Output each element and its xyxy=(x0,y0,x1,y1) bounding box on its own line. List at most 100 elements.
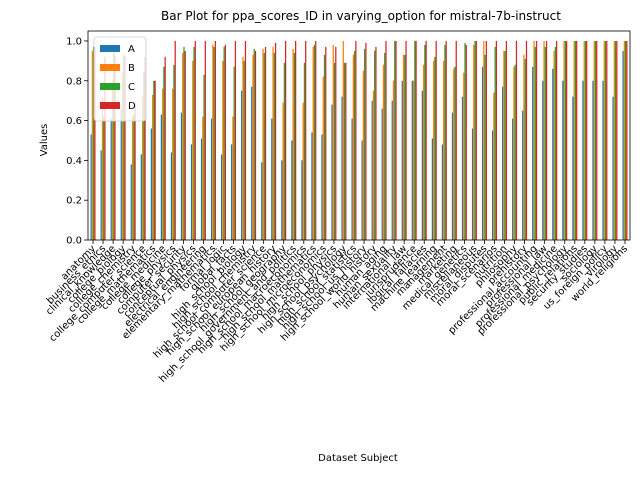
bar-b-college-computer-science xyxy=(141,96,144,240)
bar-c-high-school-government-and-politics xyxy=(293,52,296,241)
bar-c-human-sexuality xyxy=(394,40,396,241)
legend-swatch-a xyxy=(100,45,120,52)
bar-a-business-ethics xyxy=(100,150,102,240)
bar-b-human-sexuality xyxy=(392,80,395,240)
y-tick-label: 0.4 xyxy=(66,156,82,167)
x-axis-title: Dataset Subject xyxy=(318,453,398,464)
bar-a-professional-psychology xyxy=(562,80,564,240)
y-tick-label: 0.0 xyxy=(66,236,82,247)
bar-d-high-school-geography xyxy=(284,40,287,241)
bar-b-college-mathematics xyxy=(151,94,154,240)
bar-a-professional-medicine xyxy=(552,68,554,240)
bar-b-electrical-engineering xyxy=(202,116,204,240)
y-axis-title: Values xyxy=(39,124,50,157)
bar-a-medical-genetics xyxy=(461,96,464,240)
bar-b-anatomy xyxy=(91,50,94,241)
bar-a-high-school-chemistry xyxy=(251,86,253,240)
bar-b-high-school-mathematics xyxy=(312,46,314,240)
bar-d-marketing xyxy=(455,40,457,241)
bar-a-world-religions xyxy=(622,50,624,241)
bar-b-high-school-chemistry xyxy=(252,54,254,241)
bar-a-college-medicine xyxy=(160,114,163,240)
bar-d-college-medicine xyxy=(164,56,166,240)
bar-b-nutrition xyxy=(503,50,505,241)
bar-c-high-school-world-history xyxy=(374,50,376,241)
bar-a-high-school-geography xyxy=(281,160,283,240)
bar-c-electrical-engineering xyxy=(203,74,205,241)
bar-d-professional-accounting xyxy=(535,40,538,241)
bar-d-high-school-european-history xyxy=(274,42,277,240)
bar-b-formal-logic xyxy=(222,60,224,240)
bar-b-high-school-macroeconomics xyxy=(302,102,304,241)
bar-d-high-school-physics xyxy=(335,46,337,240)
bar-d-computer-security xyxy=(184,50,186,241)
legend-box xyxy=(93,36,147,122)
bar-d-high-school-psychology xyxy=(345,62,347,240)
bar-b-sociology xyxy=(593,40,595,241)
bar-b-virology xyxy=(613,40,615,241)
bar-a-high-school-physics xyxy=(331,104,333,241)
bar-d-human-sexuality xyxy=(395,40,397,241)
legend-label-a: A xyxy=(128,44,135,55)
bar-c-college-computer-science xyxy=(143,72,145,240)
bar-a-high-school-microeconomics xyxy=(321,134,323,240)
bar-a-moral-disputes xyxy=(481,66,484,240)
bar-d-professional-medicine xyxy=(555,40,558,241)
bar-c-business-ethics xyxy=(103,116,105,240)
bar-c-professional-accounting xyxy=(534,46,536,240)
bar-b-conceptual-physics xyxy=(192,60,194,240)
y-tick-label: 1.0 xyxy=(66,36,82,47)
bar-b-public-relations xyxy=(573,40,575,241)
bar-d-public-relations xyxy=(576,40,578,241)
bar-b-philosophy xyxy=(513,66,515,240)
bar-b-logical-fallacies xyxy=(422,64,425,240)
bar-a-professional-accounting xyxy=(532,66,534,240)
bar-c-international-law xyxy=(404,54,406,241)
bar-a-logical-fallacies xyxy=(421,90,423,240)
bar-a-us-foreign-policy xyxy=(602,80,604,240)
bar-c-elementary-mathematics xyxy=(213,46,215,240)
bar-b-high-school-microeconomics xyxy=(322,76,324,241)
bar-c-sociology xyxy=(594,40,597,241)
bar-b-professional-psychology xyxy=(563,40,565,241)
bar-b-college-medicine xyxy=(162,88,164,240)
bar-a-high-school-computer-science xyxy=(261,162,263,240)
bar-d-moral-scenarios xyxy=(495,40,498,241)
bar-d-nutrition xyxy=(505,40,508,241)
bar-a-moral-scenarios xyxy=(491,130,494,240)
bar-d-professional-psychology xyxy=(566,40,568,241)
bar-c-world-religions xyxy=(624,40,627,241)
bar-b-global-facts xyxy=(232,116,234,240)
bar-c-college-mathematics xyxy=(153,80,155,240)
bar-c-college-medicine xyxy=(163,66,165,240)
bar-a-clinical-knowledge xyxy=(110,118,112,240)
bar-b-moral-scenarios xyxy=(493,92,495,240)
bar-b-high-school-world-history xyxy=(372,90,375,240)
bar-b-world-religions xyxy=(623,40,625,241)
bar-d-global-facts xyxy=(234,40,237,241)
bar-a-public-relations xyxy=(572,96,574,240)
bar-c-high-school-psychology xyxy=(343,62,346,240)
bar-c-us-foreign-policy xyxy=(604,40,607,241)
legend-swatch-c xyxy=(100,83,120,90)
bar-a-college-biology xyxy=(120,108,122,240)
bar-a-high-school-government-and-politics xyxy=(291,140,293,240)
bar-a-electrical-engineering xyxy=(200,138,203,240)
bar-c-college-chemistry xyxy=(133,114,135,240)
bar-c-professional-law xyxy=(544,46,546,240)
bar-b-security-studies xyxy=(583,40,585,241)
bar-c-jurisprudence xyxy=(414,40,416,241)
bar-a-high-school-statistics xyxy=(351,118,353,240)
bar-a-college-physics xyxy=(170,152,173,240)
bar-c-moral-scenarios xyxy=(494,46,496,240)
bar-c-college-physics xyxy=(173,64,175,240)
bar-c-prehistory xyxy=(524,58,526,240)
bar-b-professional-accounting xyxy=(533,40,535,241)
bar-a-sociology xyxy=(592,80,594,240)
bar-c-high-school-macroeconomics xyxy=(303,62,306,240)
legend-swatch-b xyxy=(100,64,120,71)
bar-d-management xyxy=(445,40,447,241)
bar-b-moral-disputes xyxy=(483,40,485,241)
bar-c-clinical-knowledge xyxy=(113,46,115,240)
